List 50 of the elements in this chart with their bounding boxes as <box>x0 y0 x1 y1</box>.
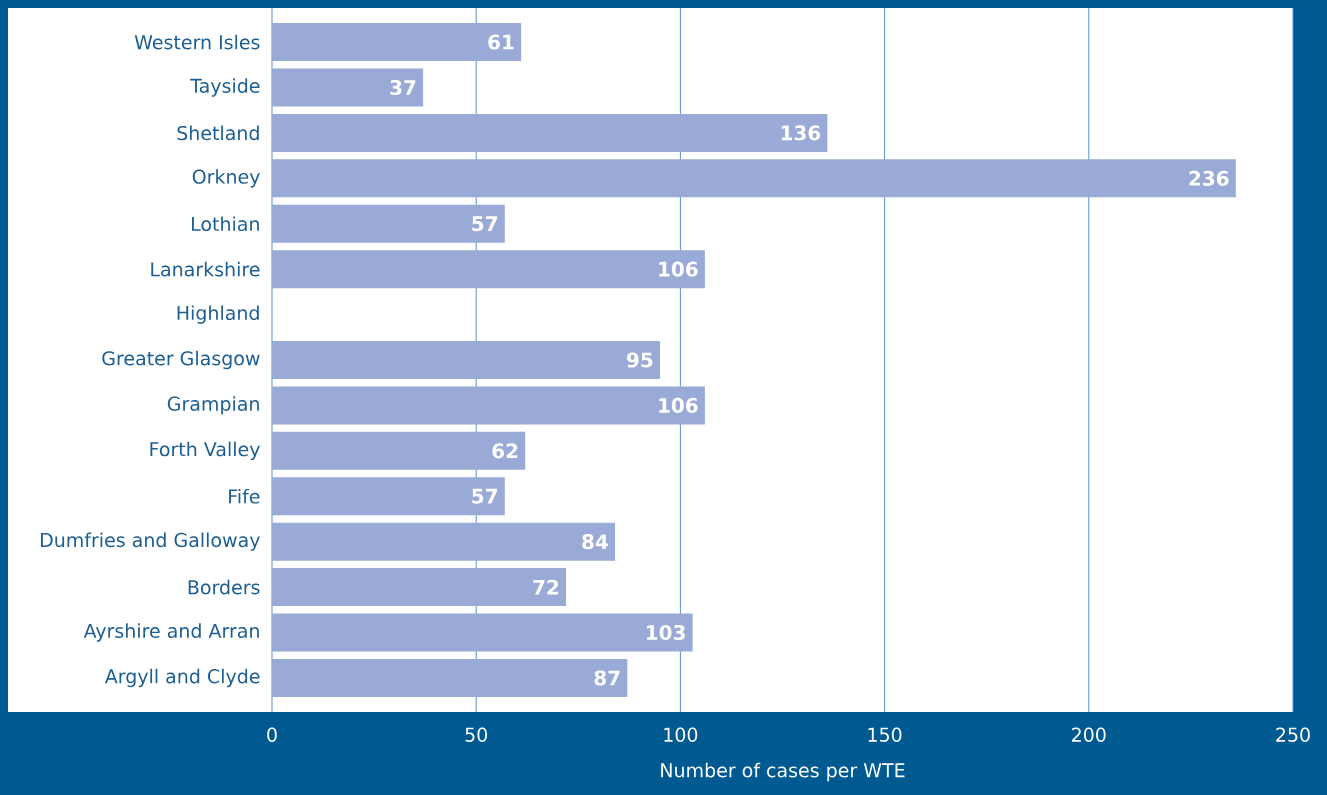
y-tick-label: Highland <box>177 305 259 324</box>
bar <box>272 68 424 107</box>
y-tick-label: Lothian <box>192 216 259 232</box>
y-tick-label: Dumfries and Galloway <box>40 532 260 551</box>
bar <box>272 522 616 561</box>
bar <box>272 23 522 62</box>
y-tick-label: Forth Valley <box>150 441 260 461</box>
y-tick-label: Greater Glasgow <box>102 350 260 370</box>
data-label: 136 <box>781 125 821 141</box>
bar <box>272 159 1236 198</box>
x-tick-label: 100 <box>664 727 698 742</box>
y-tick-label: Argyll and Clyde <box>104 668 260 688</box>
y-tick-label: Shetland <box>177 125 259 141</box>
y-tick-label: Borders <box>188 579 260 595</box>
bar <box>272 386 705 425</box>
x-tick-label: 200 <box>1072 727 1106 742</box>
y-tick-label: Fife <box>229 488 260 504</box>
bar <box>272 477 505 516</box>
bar <box>272 658 628 697</box>
bar <box>272 341 660 379</box>
y-tick-label: Orkney <box>192 169 260 188</box>
data-label: 61 <box>488 34 514 50</box>
y-tick-label: Ayrshire and Arran <box>83 623 259 642</box>
y-tick-label: Lanarkshire <box>151 261 260 277</box>
bar <box>272 250 705 289</box>
bar <box>272 613 693 652</box>
data-label: 62 <box>492 443 518 459</box>
y-tick-label: Western Isles <box>134 34 260 50</box>
data-label: 57 <box>472 488 497 504</box>
data-label: 103 <box>646 624 685 641</box>
y-tick-label: Tayside <box>190 78 260 97</box>
data-label: 84 <box>582 534 608 550</box>
x-tick-label: 150 <box>868 727 902 742</box>
data-label: 57 <box>472 216 497 232</box>
bar <box>272 431 526 470</box>
data-label: 236 <box>1189 170 1229 186</box>
bar <box>272 113 828 152</box>
bar <box>272 204 505 243</box>
data-label: 106 <box>659 397 698 413</box>
data-label: 106 <box>659 261 698 277</box>
x-axis-title: Number of cases per WTE <box>661 762 905 782</box>
bar <box>272 568 567 607</box>
data-label: 72 <box>533 579 559 595</box>
x-tick-label: 0 <box>267 727 277 742</box>
data-label: 95 <box>626 352 653 368</box>
data-label: 37 <box>390 79 416 96</box>
x-tick-label: 250 <box>1276 727 1310 742</box>
data-label: 87 <box>594 670 620 686</box>
x-tick-label: 50 <box>465 727 488 742</box>
y-tick-label: Grampian <box>167 396 259 415</box>
